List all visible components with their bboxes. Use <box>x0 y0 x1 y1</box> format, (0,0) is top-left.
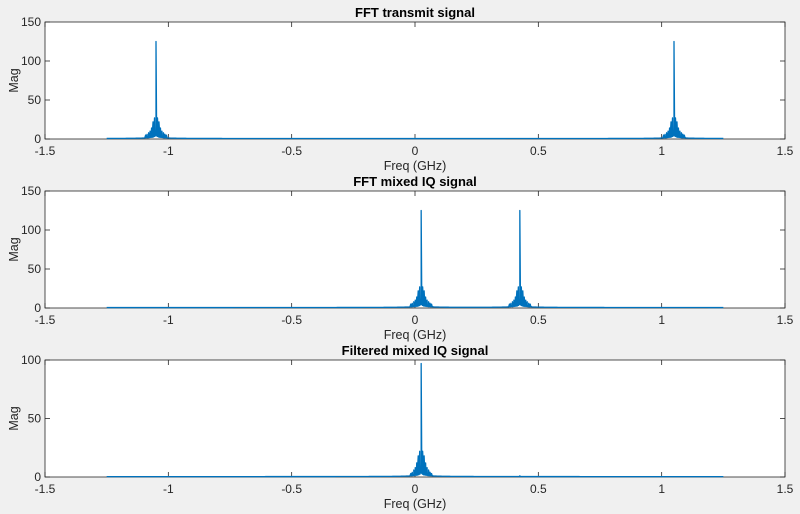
series-line <box>106 209 724 309</box>
y-axis-label: Mag <box>7 68 21 92</box>
y-tick-label: 0 <box>34 301 41 315</box>
x-tick-label: -1.5 <box>35 482 56 496</box>
x-tick-label: -1 <box>163 144 174 158</box>
subplot-2: -1.5 -1 -0.5 0 0.5 1 1.5 0 50 100 150 FFT mixed IQ … <box>7 174 794 342</box>
x-tick-label: 0.5 <box>530 482 547 496</box>
series-line <box>106 40 724 140</box>
y-tick-label: 100 <box>21 223 41 237</box>
y-tick-label: 100 <box>21 353 41 367</box>
subplot-1: -1.5 -1 -0.5 0 0.5 1 1.5 0 50 100 150 FFT transmit … <box>7 5 794 173</box>
y-tick-label: 0 <box>34 470 41 484</box>
x-axis-label: Freq (GHz) <box>384 159 447 173</box>
x-tick-label: 1.5 <box>777 482 794 496</box>
x-tick-label: 1 <box>658 482 665 496</box>
x-tick-label: 1 <box>658 313 665 327</box>
chart-title: FFT transmit signal <box>355 5 475 20</box>
x-tick-label: -1 <box>163 313 174 327</box>
x-tick-label: -1.5 <box>35 144 56 158</box>
series-line <box>106 362 724 478</box>
x-tick-label: -1 <box>163 482 174 496</box>
y-axis-label: Mag <box>7 406 21 430</box>
plot-area <box>44 359 786 478</box>
y-tick-label: 50 <box>28 412 42 426</box>
y-tick-label: 150 <box>21 184 41 198</box>
x-tick-label: 0 <box>412 144 419 158</box>
x-axis-label: Freq (GHz) <box>384 328 447 342</box>
x-tick-label: -0.5 <box>281 313 302 327</box>
x-tick-label: -0.5 <box>281 144 302 158</box>
x-tick-label: -1.5 <box>35 313 56 327</box>
chart-title: FFT mixed IQ signal <box>353 174 477 189</box>
x-axis-label: Freq (GHz) <box>384 497 447 511</box>
x-tick-label: 0.5 <box>530 313 547 327</box>
x-tick-label: 0.5 <box>530 144 547 158</box>
plot-area <box>44 190 786 309</box>
x-tick-label: 0 <box>412 482 419 496</box>
y-axis-label: Mag <box>7 237 21 261</box>
x-tick-label: -0.5 <box>281 482 302 496</box>
y-tick-label: 100 <box>21 54 41 68</box>
plot-area <box>44 21 786 140</box>
y-tick-label: 50 <box>28 262 42 276</box>
x-tick-label: 0 <box>412 313 419 327</box>
x-tick-label: 1 <box>658 144 665 158</box>
y-tick-label: 0 <box>34 132 41 146</box>
chart-title: Filtered mixed IQ signal <box>342 343 489 358</box>
subplot-3: -1.5 -1 -0.5 0 0.5 1 1.5 0 50 100 Filtered mixed I… <box>7 343 794 511</box>
x-tick-label: 1.5 <box>777 144 794 158</box>
x-tick-label: 1.5 <box>777 313 794 327</box>
y-tick-label: 50 <box>28 93 42 107</box>
y-tick-label: 150 <box>21 15 41 29</box>
